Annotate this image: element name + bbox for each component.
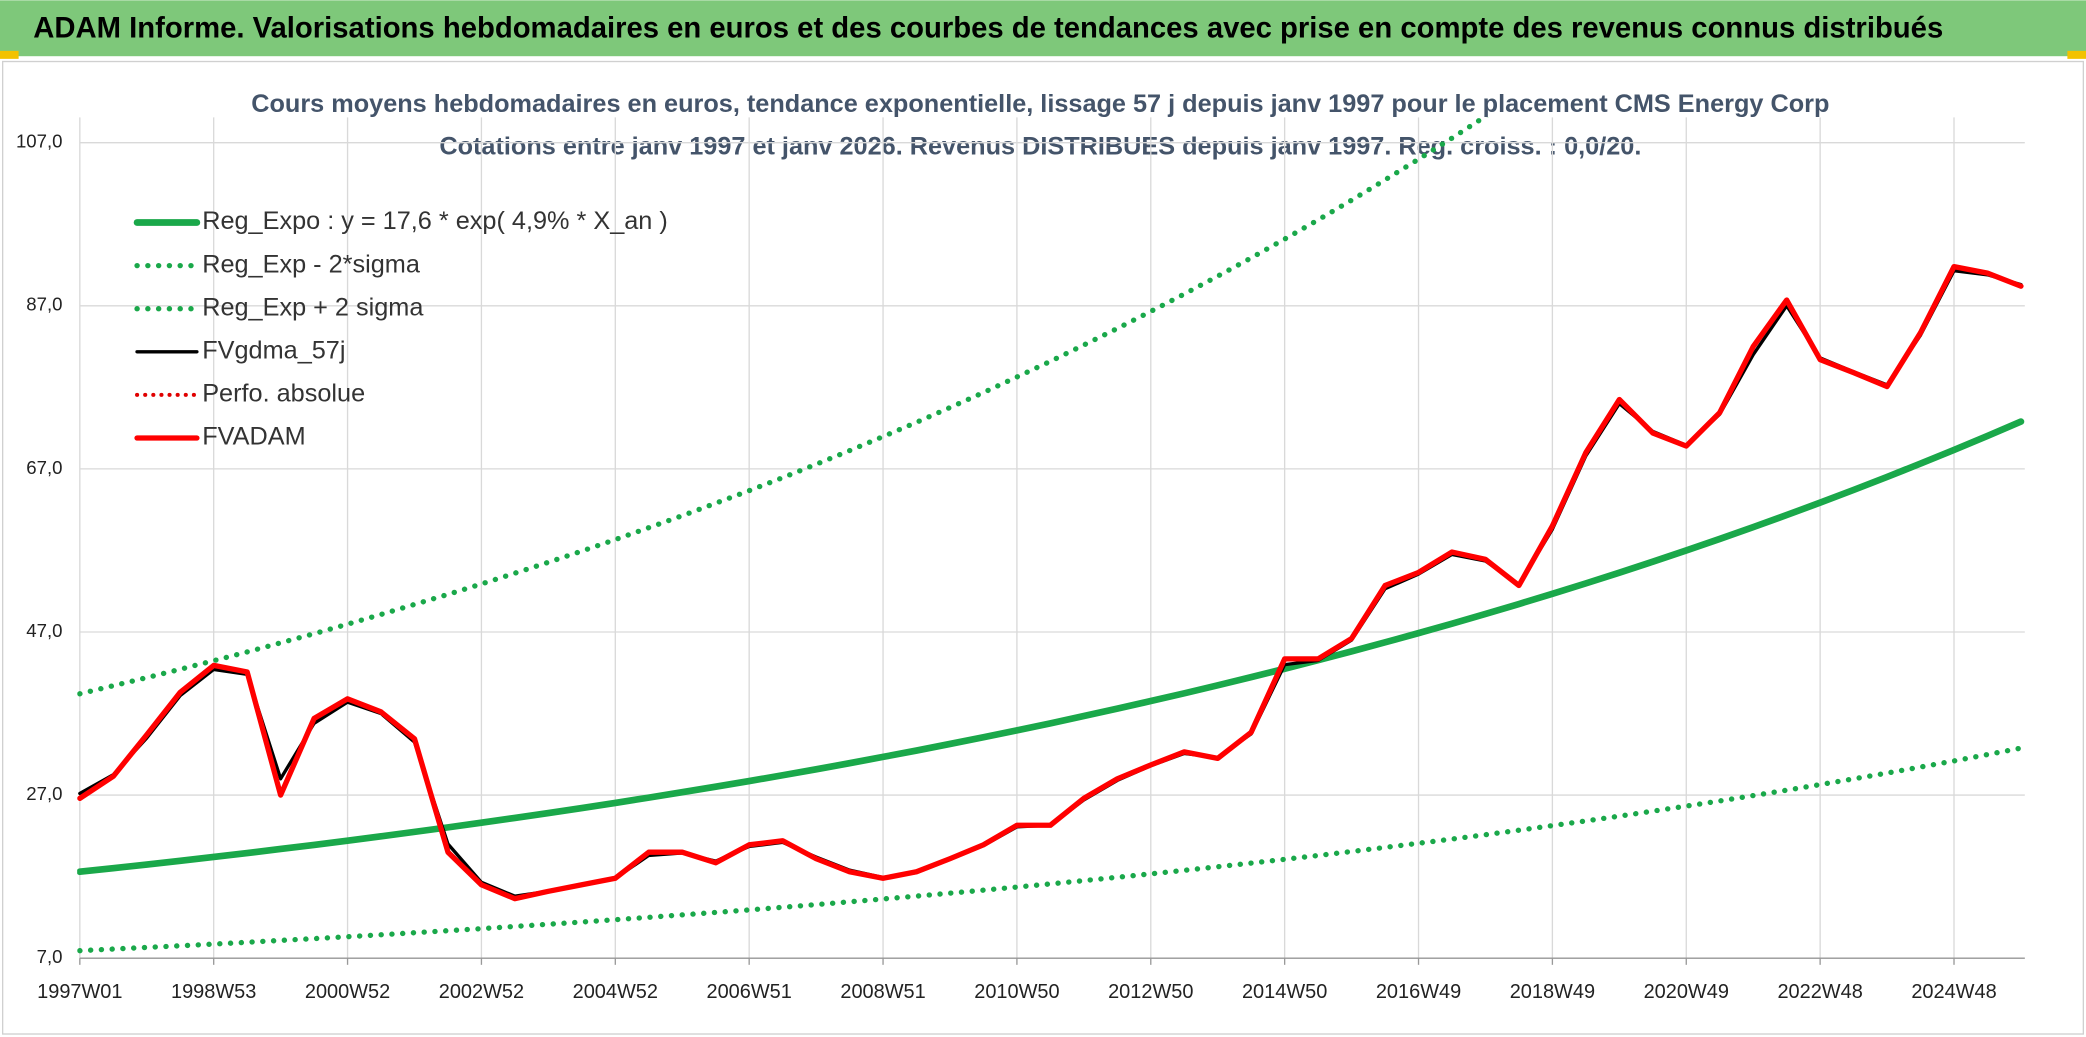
- legend-label: Perfo. absolue: [202, 380, 365, 408]
- legend-label: FVADAM: [202, 423, 305, 451]
- legend: Reg_Expo : y = 17,6 * exp( 4,9% * X_an )…: [133, 207, 668, 451]
- plot-lines: [77, 117, 2025, 954]
- header-accent: [0, 50, 19, 59]
- x-tick-label: 2020W49: [1644, 981, 1729, 1003]
- y-tick-label: 67,0: [26, 457, 62, 478]
- series-line: [77, 418, 2025, 876]
- header-band: [0, 0, 2086, 57]
- chart-title: Cours moyens hebdomadaires en euros, ten…: [251, 90, 1829, 118]
- y-tick-label: 27,0: [26, 783, 62, 804]
- x-tick-label: 2004W52: [573, 981, 658, 1003]
- y-tick-label: 7,0: [37, 946, 63, 967]
- chart-frame: [1, 60, 2085, 1035]
- x-tick-label: 2006W51: [706, 981, 791, 1003]
- x-tick-label: 2016W49: [1376, 981, 1461, 1003]
- x-tick-label: 2002W52: [439, 981, 524, 1003]
- chart-subtitle: Cotations entre janv 1997 et janv 2026. …: [439, 133, 1641, 161]
- series-line: [77, 745, 2024, 954]
- y-tick-label: 107,0: [16, 131, 63, 152]
- legend-label: FVgdma_57j: [202, 336, 345, 364]
- header-title: ADAM Informe. Valorisations hebdomadaire…: [33, 12, 1943, 44]
- x-tick-label: 2014W50: [1242, 981, 1327, 1003]
- series-line: [77, 263, 2024, 902]
- x-tick-label: 1997W01: [37, 981, 122, 1003]
- x-tick-label: 2024W48: [1911, 981, 1996, 1003]
- legend-label: Reg_Exp + 2 sigma: [202, 293, 424, 321]
- x-tick-label: 2000W52: [305, 981, 390, 1003]
- x-tick-label: 2010W50: [974, 981, 1059, 1003]
- series-line: [77, 117, 1489, 697]
- y-tick-label: 87,0: [26, 294, 62, 315]
- grid: 7,0 27,0 47,0 67,0 87,0 107,0 1997W01 1998W53 20…: [16, 117, 2025, 1003]
- header-accent: [2067, 50, 2086, 59]
- x-tick-label: 1998W53: [171, 981, 256, 1003]
- x-tick-label: 2018W49: [1510, 981, 1595, 1003]
- y-tick-label: 47,0: [26, 620, 62, 641]
- x-tick-label: 2008W51: [840, 981, 925, 1003]
- x-tick-label: 2022W48: [1777, 981, 1862, 1003]
- x-tick-label: 2012W50: [1108, 981, 1193, 1003]
- legend-label: Reg_Expo : y = 17,6 * exp( 4,9% * X_an ): [202, 207, 668, 235]
- legend-label: Reg_Exp - 2*sigma: [202, 250, 421, 278]
